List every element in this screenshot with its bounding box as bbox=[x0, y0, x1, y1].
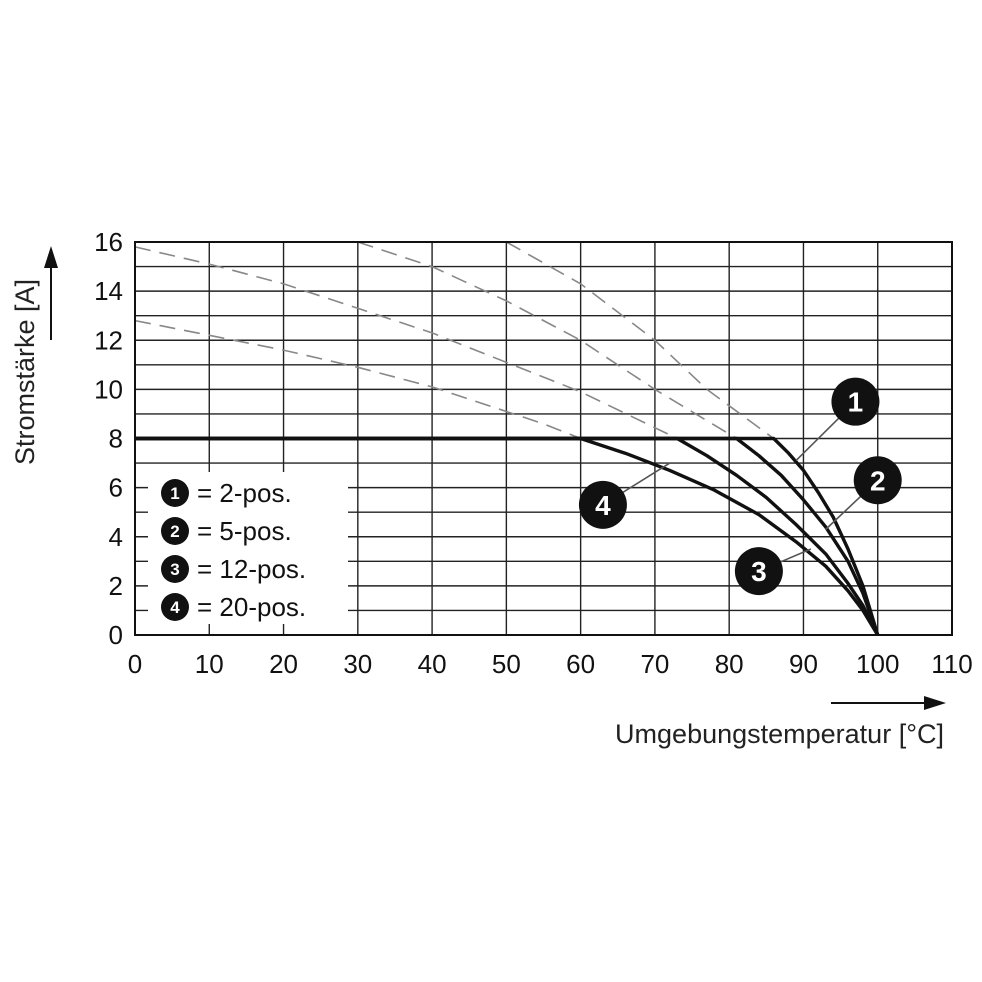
callout-badge-icon bbox=[853, 456, 902, 505]
y-tick-label: 6 bbox=[109, 473, 123, 503]
dashed-reference-curve bbox=[134, 319, 581, 440]
legend-label: = 20-pos. bbox=[197, 592, 306, 622]
y-tick-label: 8 bbox=[109, 424, 123, 454]
legend-badge-number: 1 bbox=[170, 484, 179, 503]
x-tick-label: 70 bbox=[640, 649, 669, 679]
legend-label: = 12-pos. bbox=[197, 554, 306, 584]
series-line-4 bbox=[135, 436, 880, 636]
y-tick-label: 16 bbox=[94, 227, 123, 257]
y-tick-label: 4 bbox=[109, 522, 123, 552]
x-tick-label: 0 bbox=[128, 649, 142, 679]
y-axis-title-group: Stromstärke [A] bbox=[10, 246, 58, 465]
plot-border bbox=[134, 241, 953, 636]
legend-badge-number: 3 bbox=[170, 560, 179, 579]
series-line-1 bbox=[135, 436, 880, 636]
y-axis-arrow-icon bbox=[44, 246, 58, 268]
series-line-2 bbox=[135, 436, 880, 636]
x-tick-label: 100 bbox=[856, 649, 899, 679]
x-tick-label: 40 bbox=[418, 649, 447, 679]
legend: 1 = 2-pos. 2 = 5-pos. 3 = 12-pos. 4 = 20-pos. bbox=[148, 472, 348, 624]
x-tick-label: 80 bbox=[715, 649, 744, 679]
legend-badge-number: 4 bbox=[170, 598, 180, 617]
legend-label: = 5-pos. bbox=[197, 516, 292, 546]
series-curves bbox=[135, 436, 880, 636]
callout-badge-icon bbox=[831, 377, 880, 426]
x-tick-label: 60 bbox=[566, 649, 595, 679]
callout-badge-icon bbox=[734, 547, 783, 596]
legend-label: = 2-pos. bbox=[197, 478, 292, 508]
x-axis-title-group: Umgebungstemperatur [°C] bbox=[615, 696, 946, 749]
dashed-reference-curve bbox=[134, 246, 678, 440]
x-tick-label: 90 bbox=[789, 649, 818, 679]
dashed-reference-curve bbox=[357, 241, 738, 440]
callout-badge-number: 1 bbox=[848, 387, 864, 418]
y-axis-title: Stromstärke [A] bbox=[10, 279, 40, 465]
y-tick-label: 0 bbox=[109, 620, 123, 650]
y-tick-label: 14 bbox=[94, 276, 123, 306]
legend-badge-icon bbox=[161, 479, 189, 507]
legend-badge-number: 2 bbox=[170, 522, 179, 541]
x-tick-label: 50 bbox=[492, 649, 521, 679]
callout-badge-number: 4 bbox=[595, 490, 611, 521]
dashed-curves bbox=[134, 241, 775, 440]
plot-frame bbox=[134, 241, 953, 636]
series-line-3 bbox=[135, 436, 880, 636]
callout-badge-number: 3 bbox=[751, 556, 767, 587]
callout-badge-icon bbox=[578, 480, 627, 529]
legend-badge-icon bbox=[161, 593, 189, 621]
y-tick-label: 10 bbox=[94, 374, 123, 404]
x-tick-label: 30 bbox=[343, 649, 372, 679]
x-axis-title: Umgebungstemperatur [°C] bbox=[615, 719, 944, 749]
callout-badge-number: 2 bbox=[870, 465, 886, 496]
y-tick-label: 12 bbox=[94, 325, 123, 355]
dashed-reference-curve bbox=[506, 241, 775, 440]
y-tick-label: 2 bbox=[109, 571, 123, 601]
legend-badge-icon bbox=[161, 555, 189, 583]
x-tick-label: 10 bbox=[195, 649, 224, 679]
callouts: 1 2 3 4 bbox=[578, 377, 902, 596]
x-tick-label: 20 bbox=[269, 649, 298, 679]
legend-badge-icon bbox=[161, 517, 189, 545]
x-axis-arrow-icon bbox=[924, 696, 946, 710]
x-tick-label: 110 bbox=[931, 649, 972, 679]
